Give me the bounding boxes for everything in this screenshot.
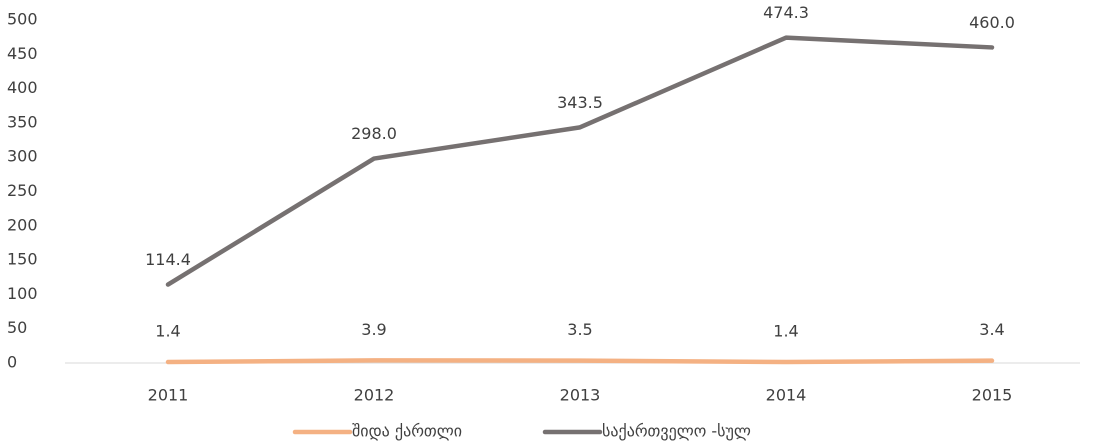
x-tick-label: 2015 <box>972 386 1013 405</box>
legend-label: შიდა ქართლი <box>352 422 462 441</box>
y-tick-label: 450 <box>7 44 38 63</box>
x-tick-label: 2013 <box>560 386 601 405</box>
y-tick-label: 50 <box>7 318 27 337</box>
series-line <box>165 358 995 365</box>
x-tick-label: 2014 <box>766 386 807 405</box>
data-label: 3.5 <box>567 320 592 339</box>
x-tick-label: 2012 <box>354 386 395 405</box>
y-tick-label: 200 <box>7 215 38 234</box>
data-label: 1.4 <box>155 322 180 341</box>
x-tick-label: 2011 <box>148 386 189 405</box>
y-tick-label: 150 <box>7 250 38 269</box>
data-label: 3.9 <box>361 320 386 339</box>
data-label: 1.4 <box>773 322 798 341</box>
y-tick-label: 0 <box>7 353 17 372</box>
data-label: 3.4 <box>979 320 1004 339</box>
y-tick-label: 400 <box>7 78 38 97</box>
legend-label: საქართველო -სულ <box>602 422 751 441</box>
data-label: 460.0 <box>969 13 1015 32</box>
y-tick-label: 250 <box>7 181 38 200</box>
data-label: 343.5 <box>557 93 603 112</box>
data-label: 114.4 <box>145 250 191 269</box>
data-label: 474.3 <box>763 3 809 22</box>
y-tick-label: 350 <box>7 112 38 131</box>
y-tick-label: 300 <box>7 147 38 166</box>
y-tick-label: 100 <box>7 284 38 303</box>
data-label: 298.0 <box>351 124 397 143</box>
y-tick-label: 500 <box>7 10 38 29</box>
series-line <box>165 35 995 287</box>
